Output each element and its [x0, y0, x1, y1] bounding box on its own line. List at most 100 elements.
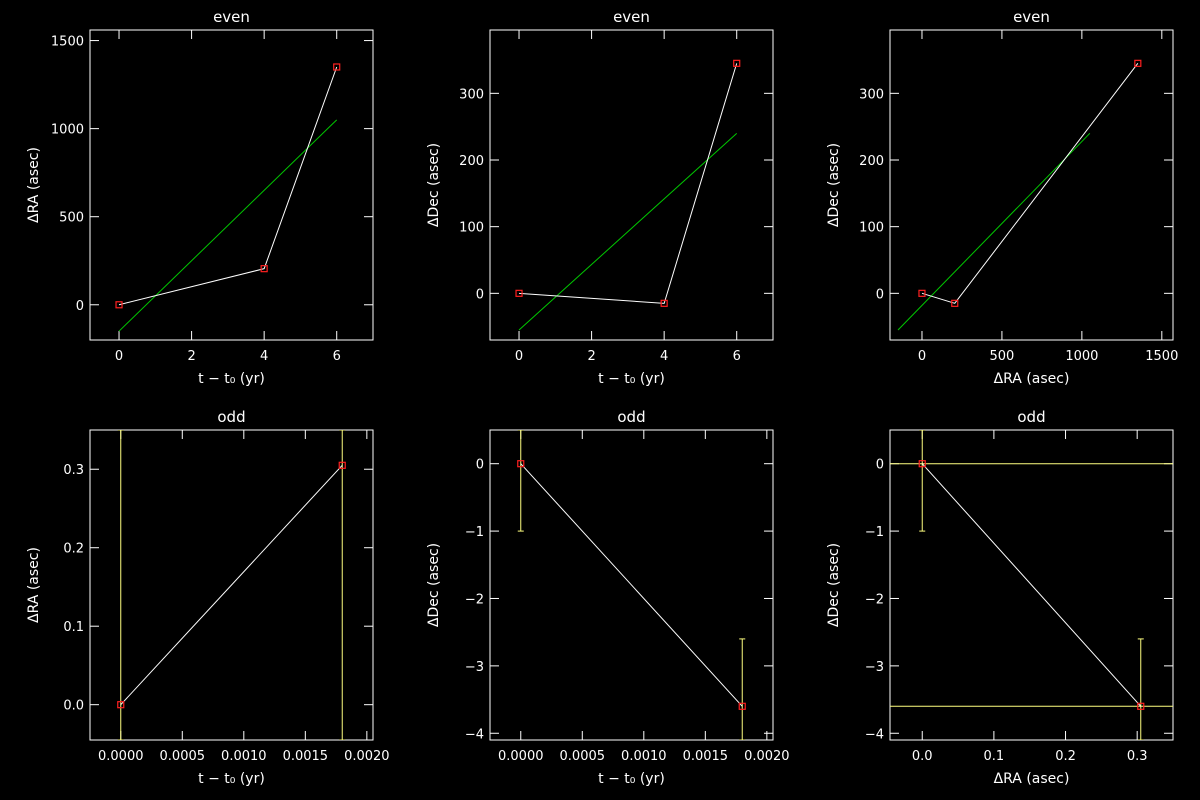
- y-tick-label: 100: [859, 221, 884, 236]
- x-tick-label: 0.0020: [744, 749, 790, 764]
- axes-frame: [89, 429, 374, 741]
- y-tick-label: 0.0: [63, 699, 84, 714]
- x-tick-label: 500: [990, 349, 1015, 364]
- y-tick-label: 200: [859, 154, 884, 169]
- panel-title: even: [613, 8, 650, 26]
- panel-title: even: [213, 8, 250, 26]
- panel-6: 0.0 0.1 0.2 0.3 −4 −3 −2 −1 0 odd ΔRA (asec) ΔDec (…: [826, 408, 1174, 787]
- x-axis-label: ΔRA (asec): [994, 771, 1070, 787]
- panel-title: even: [1013, 8, 1050, 26]
- y-axis-label: ΔDec (asec): [826, 543, 842, 627]
- y-axis-label: ΔRA (asec): [26, 547, 42, 623]
- x-tick-label: 0.0000: [498, 749, 544, 764]
- data-point: [918, 460, 926, 468]
- y-tick-label: −1: [865, 525, 884, 540]
- y-tick-label: −3: [465, 660, 484, 675]
- x-axis-label: t − t₀ (yr): [198, 771, 265, 787]
- fit-line: [118, 119, 338, 332]
- x-tick-label: 0.0000: [98, 749, 144, 764]
- y-tick-label: 1000: [51, 123, 84, 138]
- y-tick-label: 0: [76, 299, 84, 314]
- x-tick-label: 4: [260, 349, 268, 364]
- x-tick-label: 0: [515, 349, 523, 364]
- axes-frame: [889, 29, 1174, 341]
- plot-area: [517, 430, 746, 740]
- x-tick-label: 4: [660, 349, 668, 364]
- panel-3: 0 500 1000 1500 0 100 200 300 even ΔRA (asec) ΔDec…: [826, 8, 1178, 387]
- data-point: [117, 701, 125, 709]
- axes-frame: [89, 29, 374, 341]
- y-axis-label: ΔDec (asec): [426, 543, 442, 627]
- y-tick-label: 0.3: [63, 463, 84, 478]
- x-tick-label: 2: [187, 349, 195, 364]
- data-line: [120, 464, 343, 706]
- data-point: [1137, 702, 1145, 710]
- axes-frame: [489, 429, 774, 741]
- plot-area: [118, 66, 338, 332]
- panel-1: 0 2 4 6 0 500 1000 1500 even t − t₀ (yr) ΔRA (asec…: [26, 8, 374, 387]
- x-tick-label: 0.1: [984, 749, 1005, 764]
- panel-5: 0.0000 0.0005 0.0010 0.0015 0.0020 −4 −3 −2 −1 0 o…: [426, 408, 790, 787]
- y-axis-label: ΔRA (asec): [26, 147, 42, 223]
- x-tick-label: 6: [733, 349, 741, 364]
- data-point: [738, 702, 746, 710]
- plot-area: [117, 430, 346, 740]
- y-tick-label: 300: [859, 87, 884, 102]
- data-point: [918, 289, 926, 297]
- y-tick-label: 300: [459, 87, 484, 102]
- x-tick-label: 0.0020: [344, 749, 390, 764]
- data-point: [951, 299, 959, 307]
- fit-line: [897, 132, 1091, 331]
- data-point: [338, 461, 346, 469]
- x-tick-label: 6: [333, 349, 341, 364]
- data-point: [515, 289, 523, 297]
- x-tick-label: 0.0005: [560, 749, 606, 764]
- x-tick-label: 0.0015: [283, 749, 329, 764]
- y-tick-label: −1: [465, 525, 484, 540]
- x-axis-label: ΔRA (asec): [994, 371, 1070, 387]
- panel-title: odd: [1017, 408, 1045, 426]
- data-point: [115, 301, 123, 309]
- x-tick-label: 0.2: [1055, 749, 1076, 764]
- x-tick-label: 0.0005: [160, 749, 206, 764]
- axes-frame: [889, 429, 1174, 741]
- y-tick-label: 0: [476, 287, 484, 302]
- y-tick-label: 500: [59, 211, 84, 226]
- data-point: [333, 63, 341, 71]
- x-tick-label: 0.0010: [621, 749, 667, 764]
- y-tick-label: 0: [476, 458, 484, 473]
- y-tick-label: 0: [876, 287, 884, 302]
- x-tick-label: 0: [918, 349, 926, 364]
- panel-4: 0.0000 0.0005 0.0010 0.0015 0.0020 0.0 0.1 0.2 0…: [26, 408, 390, 787]
- x-tick-label: 0.3: [1127, 749, 1148, 764]
- x-tick-label: 0.0010: [221, 749, 267, 764]
- y-tick-label: −4: [865, 727, 884, 742]
- x-axis-label: t − t₀ (yr): [198, 371, 265, 387]
- data-point: [660, 299, 668, 307]
- data-line: [520, 463, 743, 707]
- fit-line: [518, 132, 738, 331]
- y-tick-label: −3: [865, 660, 884, 675]
- y-axis-label: ΔDec (asec): [426, 143, 442, 227]
- x-axis-label: t − t₀ (yr): [598, 771, 665, 787]
- x-axis-label: t − t₀ (yr): [598, 371, 665, 387]
- plot-area: [897, 63, 1139, 331]
- y-tick-label: −2: [865, 592, 884, 607]
- x-tick-label: 1000: [1065, 349, 1098, 364]
- data-point: [517, 460, 525, 468]
- x-tick-label: 0.0015: [683, 749, 729, 764]
- y-tick-label: −2: [465, 592, 484, 607]
- x-tick-label: 2: [587, 349, 595, 364]
- data-point: [733, 59, 741, 67]
- plot-area: [518, 63, 738, 331]
- panel-2: 0 2 4 6 0 100 200 300 even t − t₀ (yr) ΔDec (asec): [426, 8, 774, 387]
- data-line: [921, 463, 1142, 707]
- axes-frame: [489, 29, 774, 341]
- plot-area: [890, 430, 1173, 740]
- data-line: [518, 63, 738, 304]
- data-point: [1134, 59, 1142, 67]
- panel-title: odd: [617, 408, 645, 426]
- y-axis-label: ΔDec (asec): [826, 143, 842, 227]
- y-tick-label: −4: [465, 727, 484, 742]
